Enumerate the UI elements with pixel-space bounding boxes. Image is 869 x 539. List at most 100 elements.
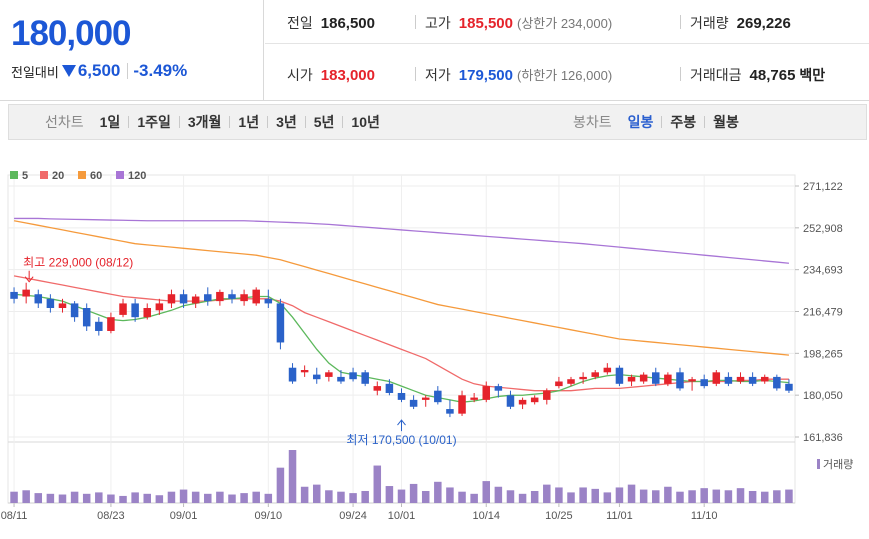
candle-body	[143, 308, 151, 318]
volume-bar	[228, 494, 236, 503]
stat-divider	[415, 15, 416, 29]
high-label: 고가	[425, 15, 451, 31]
candle-body	[639, 374, 648, 382]
period-1d[interactable]: 1일	[99, 114, 121, 130]
volume-bar	[107, 494, 115, 503]
candle-body	[785, 383, 793, 391]
volume-bar	[385, 486, 394, 503]
x-tick-label: 10/14	[472, 510, 500, 522]
candle-body	[664, 374, 672, 384]
candle-body	[773, 376, 781, 389]
volume-bar	[22, 490, 30, 503]
candle-body	[46, 298, 55, 309]
candle-body	[361, 372, 369, 384]
volume-bar	[191, 491, 200, 503]
line-chart-group: 선차트 1일 1주일 3개월 1년 3년 5년 10년	[45, 105, 380, 139]
y-tick-label: 161,836	[803, 432, 843, 444]
amount-unit: 백만	[799, 67, 826, 83]
candle-chart-group: 봉차트 일봉 주봉 월봉	[573, 105, 739, 139]
candle-body	[458, 395, 466, 414]
candle-body	[470, 397, 478, 400]
candle-body	[434, 390, 442, 403]
period-3y[interactable]: 3년	[276, 114, 297, 130]
period-1y[interactable]: 1년	[238, 114, 260, 130]
amount-label: 거래대금	[690, 67, 742, 83]
period-10y[interactable]: 10년	[351, 114, 380, 130]
candle-body	[337, 376, 345, 382]
period-3m[interactable]: 3개월	[187, 114, 222, 130]
volume-bar	[555, 487, 563, 503]
high-annotation: 최고 229,000 (08/12)	[23, 256, 133, 270]
candle-body	[22, 289, 30, 297]
candle-body	[748, 376, 757, 384]
prev-close-label: 전일	[287, 15, 313, 31]
volume-bar	[58, 494, 67, 503]
change-rate: -3.49%	[133, 61, 188, 80]
legend-swatch-ma5	[10, 171, 18, 179]
low-label: 저가	[425, 67, 451, 83]
lower-limit: (하한가 126,000)	[517, 68, 613, 83]
candle-body	[567, 379, 575, 384]
volume-bar	[543, 484, 551, 503]
period-divider	[178, 116, 180, 128]
volume-bar	[46, 493, 55, 503]
volume-legend-swatch	[817, 459, 820, 469]
prev-close-stat: 전일 186,500	[287, 13, 375, 33]
candle-body	[760, 376, 769, 382]
change-label: 전일대비	[11, 64, 59, 80]
legend-swatch-ma120	[116, 171, 124, 179]
candle-body	[555, 381, 563, 387]
period-divider	[704, 116, 706, 128]
volume-bar	[700, 488, 708, 503]
candle-body	[421, 397, 430, 400]
volume-bar	[252, 491, 260, 503]
period-divider	[267, 116, 269, 128]
ma-line-ma120	[14, 217, 790, 264]
period-1w[interactable]: 1주일	[137, 114, 171, 130]
candle-body	[506, 395, 515, 407]
change-value: 6,500	[77, 61, 121, 80]
candle-body	[204, 294, 212, 302]
candle-body	[688, 379, 696, 382]
volume-bar	[446, 487, 454, 503]
volume-bar	[119, 495, 127, 503]
candle-body	[70, 303, 79, 318]
candle-monthly[interactable]: 월봉	[713, 114, 739, 130]
quote-panel: 180,000 전일대비 6,500 -3.49% 전일 186,500 고가 …	[0, 0, 869, 101]
candle-body	[300, 370, 309, 373]
candle-body	[724, 376, 733, 384]
volume-bar	[216, 491, 224, 503]
candle-body	[58, 303, 67, 309]
amount-stat: 거래대금 48,765 백만	[690, 65, 825, 85]
candle-body	[191, 296, 200, 304]
candle-body	[276, 303, 285, 343]
volume-bar	[155, 495, 164, 503]
volume-bar	[724, 490, 733, 503]
low-annotation: 최저 170,500 (10/01)	[346, 433, 456, 447]
volume-value: 269,226	[736, 15, 791, 32]
volume-bar	[143, 493, 151, 503]
x-tick-label: 09/10	[255, 510, 283, 522]
volume-bar	[518, 493, 527, 503]
volume-bar	[179, 489, 188, 503]
open-stat: 시가 183,000	[287, 65, 375, 85]
volume-bar	[748, 490, 757, 503]
volume-bar	[688, 490, 696, 503]
volume-bar	[95, 492, 103, 503]
change-divider	[127, 63, 129, 79]
candle-body	[712, 372, 721, 384]
volume-bar	[300, 486, 309, 503]
candle-daily[interactable]: 일봉	[627, 114, 654, 130]
x-tick-label: 08/11	[1, 510, 28, 522]
candle-body	[579, 376, 587, 380]
x-tick-label: 08/23	[97, 510, 125, 522]
ma-line-ma60	[13, 220, 790, 356]
period-divider	[229, 116, 231, 128]
volume-bar	[482, 481, 491, 503]
candle-weekly[interactable]: 주봉	[670, 114, 697, 130]
legend-swatch-ma20	[40, 171, 48, 179]
period-5y[interactable]: 5년	[313, 114, 335, 130]
legend-swatch-ma60	[78, 171, 86, 179]
chart-svg: 271,122 252,908 234,693 216,479 198,265 180,0…	[1, 170, 854, 522]
candle-body	[652, 372, 660, 384]
